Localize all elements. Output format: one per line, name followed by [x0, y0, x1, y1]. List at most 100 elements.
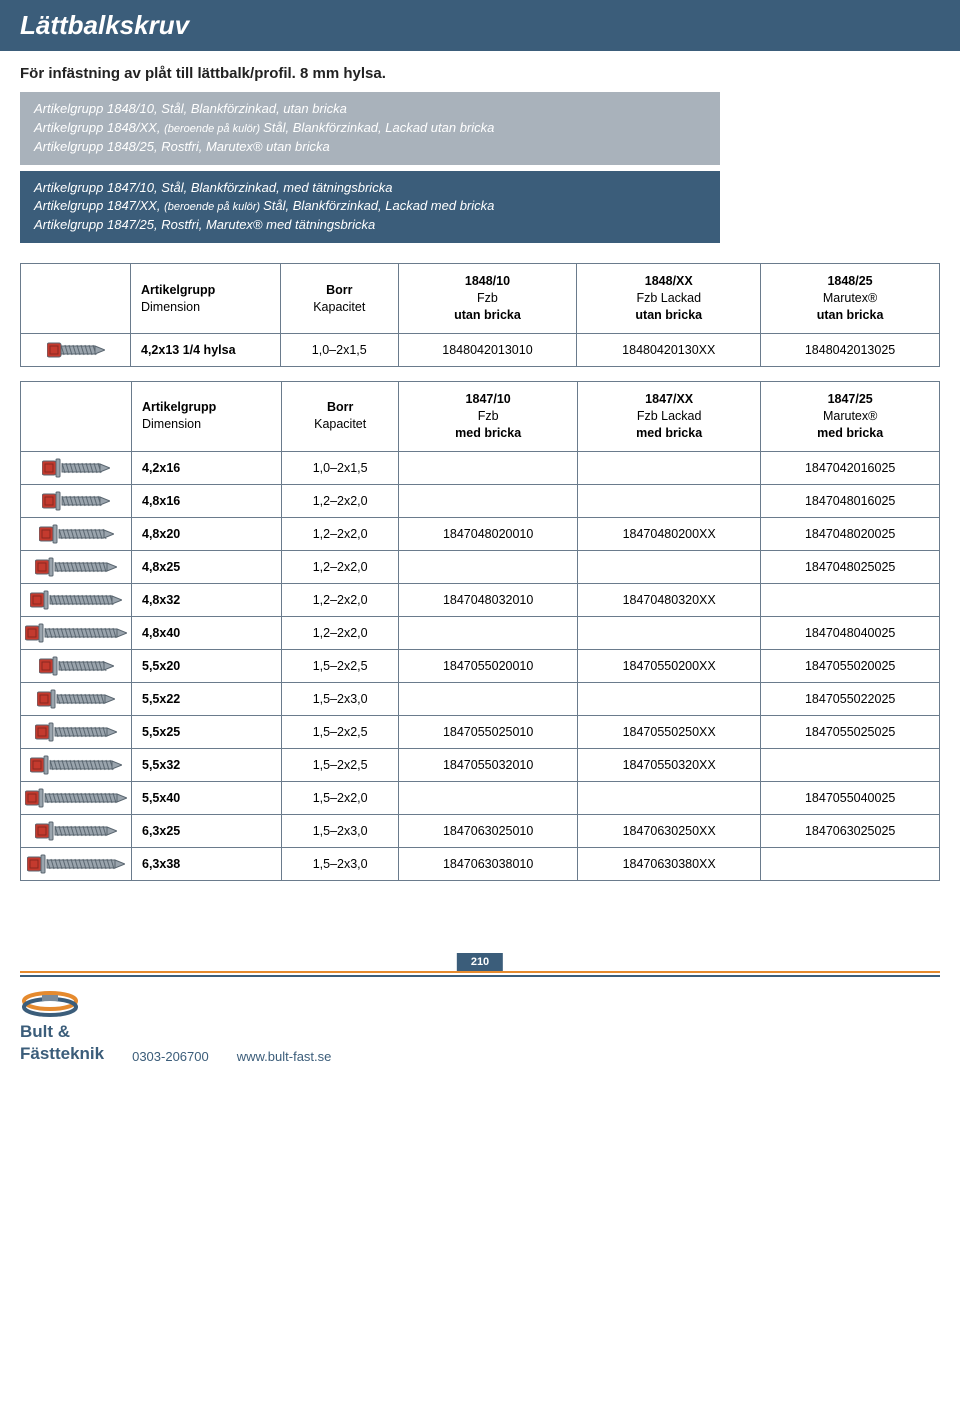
blue-line-2: Artikelgrupp 1847/XX, (beroende på kulör… [34, 197, 706, 216]
page-title: Lättbalkskruv [20, 10, 940, 41]
grey-line-1: Artikelgrupp 1848/10, Stål, Blankförzink… [34, 100, 706, 119]
cell-a [399, 616, 578, 649]
grey-line-2: Artikelgrupp 1848/XX, (beroende på kulör… [34, 119, 706, 138]
info-box-grey: Artikelgrupp 1848/10, Stål, Blankförzink… [20, 92, 720, 165]
cell-cap: 1,5–2x2,5 [282, 748, 399, 781]
t2-h-cap: Borr Kapacitet [282, 381, 399, 451]
table-row: 4,8x40 1,2–2x2,0 1847048040025 [21, 616, 940, 649]
cell-c: 1847055025025 [761, 715, 940, 748]
cell-cap: 1,5–2x3,0 [282, 682, 399, 715]
cell-dim: 5,5x32 [132, 748, 282, 781]
cell-dim: 4,8x32 [132, 583, 282, 616]
t1-h-c5b: Marutex® [767, 290, 933, 307]
cell-cap: 1,2–2x2,0 [282, 583, 399, 616]
t1-h-cap: Borr Kapacitet [281, 264, 399, 334]
blue-line-2a: Artikelgrupp 1847/XX, [34, 198, 164, 213]
table-row: 6,3x25 1,5–2x3,0 1847063025010 184706302… [21, 814, 940, 847]
cell-icon [21, 649, 132, 682]
cell-a: 1848042013010 [398, 333, 577, 366]
t2-h-dim-a: Artikelgrupp [142, 400, 216, 414]
logo-block: Bult & Fästteknik [20, 987, 104, 1064]
t1-h-c4a: 1848/XX [645, 274, 693, 288]
cell-b: 18470630380XX [577, 847, 760, 880]
table-row: 4,8x20 1,2–2x2,0 1847048020010 184704802… [21, 517, 940, 550]
t2-h-dim: Artikelgrupp Dimension [132, 381, 282, 451]
cell-c: 1847048040025 [761, 616, 940, 649]
grey-line-2c: Stål, Blankförzinkad, Lackad utan bricka [263, 120, 494, 135]
t1-h-c4c: utan bricka [583, 307, 754, 324]
table-row: 4,2x13 1/4 hylsa 1,0–2x1,5 1848042013010… [21, 333, 940, 366]
t1-h-c3a: 1848/10 [465, 274, 510, 288]
cell-c: 1847048020025 [761, 517, 940, 550]
cell-c: 1847055040025 [761, 781, 940, 814]
t2-h-cap-b: Kapacitet [288, 416, 392, 433]
cell-dim: 6,3x25 [132, 814, 282, 847]
footer-content: Bult & Fästteknik 0303-206700 www.bult-f… [20, 987, 940, 1064]
cell-cap: 1,2–2x2,0 [282, 484, 399, 517]
cell-b [577, 682, 760, 715]
cell-dim: 5,5x40 [132, 781, 282, 814]
t2-h-c5c: med bricka [767, 425, 933, 442]
t1-h-dim: Artikelgrupp Dimension [131, 264, 281, 334]
cell-c: 1847042016025 [761, 451, 940, 484]
t1-h-c4b: Fzb Lackad [583, 290, 754, 307]
table-2-header-row: Artikelgrupp Dimension Borr Kapacitet 18… [21, 381, 940, 451]
t1-h-icon [21, 264, 131, 334]
cell-a: 1847063025010 [399, 814, 578, 847]
cell-b [577, 484, 760, 517]
cell-b [577, 451, 760, 484]
t2-h-c3c: med bricka [405, 425, 571, 442]
cell-a [399, 451, 578, 484]
cell-dim: 5,5x20 [132, 649, 282, 682]
cell-icon [21, 583, 132, 616]
cell-dim: 4,2x16 [132, 451, 282, 484]
cell-a: 1847063038010 [399, 847, 578, 880]
cell-c: 1847048025025 [761, 550, 940, 583]
logo-text-2: Fästteknik [20, 1045, 104, 1064]
blue-line-2c: Stål, Blankförzinkad, Lackad med bricka [263, 198, 494, 213]
screw-icon [47, 339, 105, 361]
t2-h-c3a: 1847/10 [466, 392, 511, 406]
table-row: 5,5x22 1,5–2x3,0 1847055022025 [21, 682, 940, 715]
subtitle: För infästning av plåt till lättbalk/pro… [0, 51, 960, 92]
screw-icon [42, 457, 110, 479]
cell-icon [21, 715, 132, 748]
t2-h-cap-a: Borr [327, 400, 353, 414]
cell-a [399, 550, 578, 583]
cell-dim: 5,5x25 [132, 715, 282, 748]
cell-c [761, 583, 940, 616]
t2-h-c5a: 1847/25 [828, 392, 873, 406]
t1-h-c3c: utan bricka [405, 307, 571, 324]
screw-icon [37, 688, 115, 710]
cell-a: 1847055025010 [399, 715, 578, 748]
footer: 210 Bult & Fästteknik 0303-206700 www.bu… [0, 961, 960, 1084]
cell-icon [21, 333, 131, 366]
cell-dim: 4,2x13 1/4 hylsa [131, 333, 281, 366]
t1-h-c3b: Fzb [405, 290, 571, 307]
t1-h-c4: 1848/XX Fzb Lackad utan bricka [577, 264, 761, 334]
cell-dim: 4,8x40 [132, 616, 282, 649]
logo-text-1: Bult & [20, 1023, 70, 1042]
footer-url: www.bult-fast.se [237, 1049, 332, 1064]
table-row: 5,5x20 1,5–2x2,5 1847055020010 184705502… [21, 649, 940, 682]
cell-cap: 1,5–2x2,0 [282, 781, 399, 814]
t2-h-c5b: Marutex® [767, 408, 933, 425]
cell-b [577, 781, 760, 814]
cell-a: 1847055020010 [399, 649, 578, 682]
screw-icon [39, 523, 114, 545]
cell-b: 18470550200XX [577, 649, 760, 682]
cell-a [399, 682, 578, 715]
t1-h-c5c: utan bricka [767, 307, 933, 324]
footer-line-blue [20, 975, 940, 977]
t2-h-c4c: med bricka [584, 425, 754, 442]
t2-h-c3b: Fzb [405, 408, 571, 425]
screw-icon [39, 655, 114, 677]
t2-h-c4a: 1847/XX [645, 392, 693, 406]
t1-h-cap-b: Kapacitet [287, 299, 392, 316]
cell-dim: 4,8x25 [132, 550, 282, 583]
cell-a: 1847048032010 [399, 583, 578, 616]
cell-c: 1847055022025 [761, 682, 940, 715]
cell-cap: 1,5–2x3,0 [282, 814, 399, 847]
footer-phone: 0303-206700 [132, 1049, 209, 1064]
cell-icon [21, 616, 132, 649]
